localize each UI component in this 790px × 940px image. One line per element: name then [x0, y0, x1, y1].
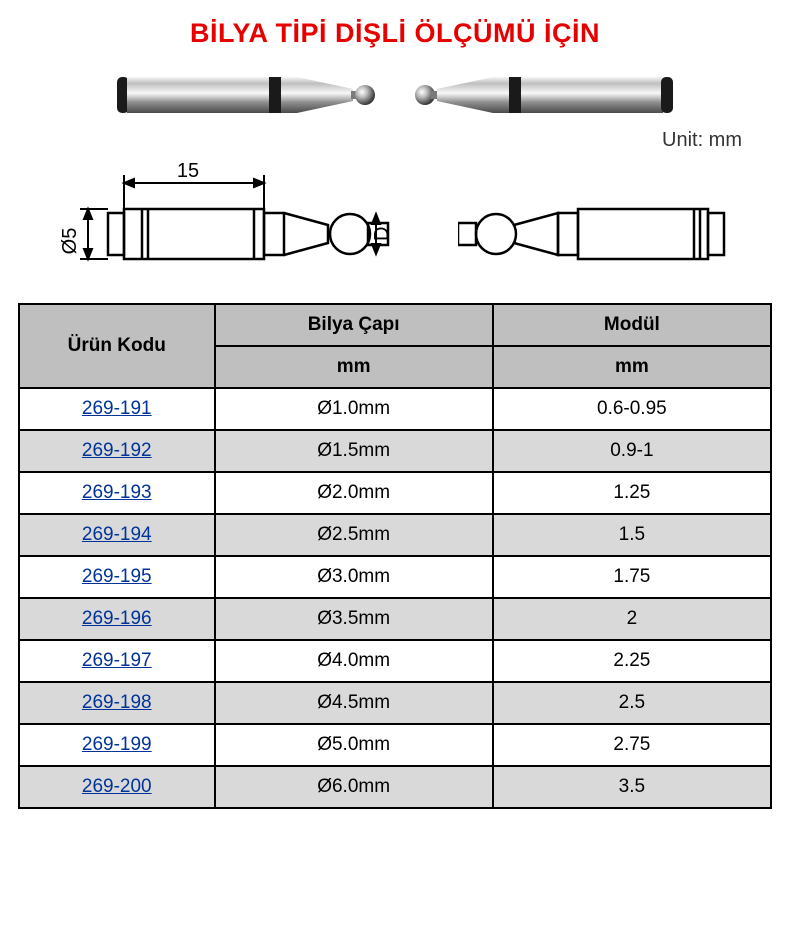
product-link[interactable]: 269-196 [82, 608, 152, 629]
cell-module: 1.25 [493, 472, 771, 514]
cell-code: 269-198 [19, 682, 215, 724]
col-subheader-module: mm [493, 346, 771, 388]
product-photo-area [18, 67, 772, 123]
table-row: 269-192 Ø1.5mm0.9-1 [19, 430, 771, 472]
cell-module: 1.75 [493, 556, 771, 598]
product-link[interactable]: 269-197 [82, 650, 152, 671]
cell-code: 269-196 [19, 598, 215, 640]
cell-code: 269-200 [19, 766, 215, 808]
spec-table: Ürün Kodu Bilya Çapı Modül mm mm 269-191… [18, 303, 772, 809]
cell-diameter: Ø1.0mm [215, 388, 493, 430]
cell-module: 2.75 [493, 724, 771, 766]
probe-right-photo [413, 67, 673, 123]
cell-code: 269-199 [19, 724, 215, 766]
cell-module: 2 [493, 598, 771, 640]
probe-left-photo [117, 67, 377, 123]
cell-diameter: Ø3.0mm [215, 556, 493, 598]
cell-module: 2.25 [493, 640, 771, 682]
col-header-module: Modül [493, 304, 771, 346]
table-row: 269-193 Ø2.0mm1.25 [19, 472, 771, 514]
product-link[interactable]: 269-195 [82, 566, 152, 587]
product-link[interactable]: 269-192 [82, 440, 152, 461]
table-row: 269-197 Ø4.0mm2.25 [19, 640, 771, 682]
cell-code: 269-193 [19, 472, 215, 514]
cell-code: 269-195 [19, 556, 215, 598]
table-row: 269-196 Ø3.5mm2 [19, 598, 771, 640]
product-link[interactable]: 269-194 [82, 524, 152, 545]
cell-module: 0.9-1 [493, 430, 771, 472]
unit-label: Unit: mm [662, 129, 742, 152]
page-title: BİLYA TİPİ DİŞLİ ÖLÇÜMÜ İÇİN [18, 18, 772, 49]
cell-diameter: Ø4.0mm [215, 640, 493, 682]
technical-drawing-area: Unit: mm 15 [18, 153, 772, 283]
table-row: 269-195 Ø3.0mm1.75 [19, 556, 771, 598]
tech-drawing-right [458, 153, 738, 283]
cell-diameter: Ø6.0mm [215, 766, 493, 808]
col-header-diameter: Bilya Çapı [215, 304, 493, 346]
cell-diameter: Ø4.5mm [215, 682, 493, 724]
dim-diameter-label: Ø5 [59, 228, 81, 255]
table-row: 269-198 Ø4.5mm2.5 [19, 682, 771, 724]
table-row: 269-199 Ø5.0mm2.75 [19, 724, 771, 766]
cell-code: 269-192 [19, 430, 215, 472]
product-link[interactable]: 269-200 [82, 776, 152, 797]
product-link[interactable]: 269-198 [82, 692, 152, 713]
cell-diameter: Ø5.0mm [215, 724, 493, 766]
cell-diameter: Ø2.5mm [215, 514, 493, 556]
cell-module: 0.6-0.95 [493, 388, 771, 430]
table-row: 269-191 Ø1.0mm0.6-0.95 [19, 388, 771, 430]
cell-diameter: Ø1.5mm [215, 430, 493, 472]
table-row: 269-194 Ø2.5mm1.5 [19, 514, 771, 556]
cell-code: 269-191 [19, 388, 215, 430]
cell-module: 2.5 [493, 682, 771, 724]
product-link[interactable]: 269-199 [82, 734, 152, 755]
col-subheader-diameter: mm [215, 346, 493, 388]
dim-ball-label: D [371, 227, 393, 241]
cell-diameter: Ø2.0mm [215, 472, 493, 514]
table-row: 269-200 Ø6.0mm3.5 [19, 766, 771, 808]
cell-code: 269-197 [19, 640, 215, 682]
cell-module: 1.5 [493, 514, 771, 556]
dim-length-label: 15 [177, 160, 199, 182]
tech-drawing-left: 15 Ø5 D [58, 153, 418, 283]
cell-code: 269-194 [19, 514, 215, 556]
cell-module: 3.5 [493, 766, 771, 808]
cell-diameter: Ø3.5mm [215, 598, 493, 640]
col-header-code: Ürün Kodu [19, 304, 215, 388]
product-link[interactable]: 269-193 [82, 482, 152, 503]
product-link[interactable]: 269-191 [82, 398, 152, 419]
